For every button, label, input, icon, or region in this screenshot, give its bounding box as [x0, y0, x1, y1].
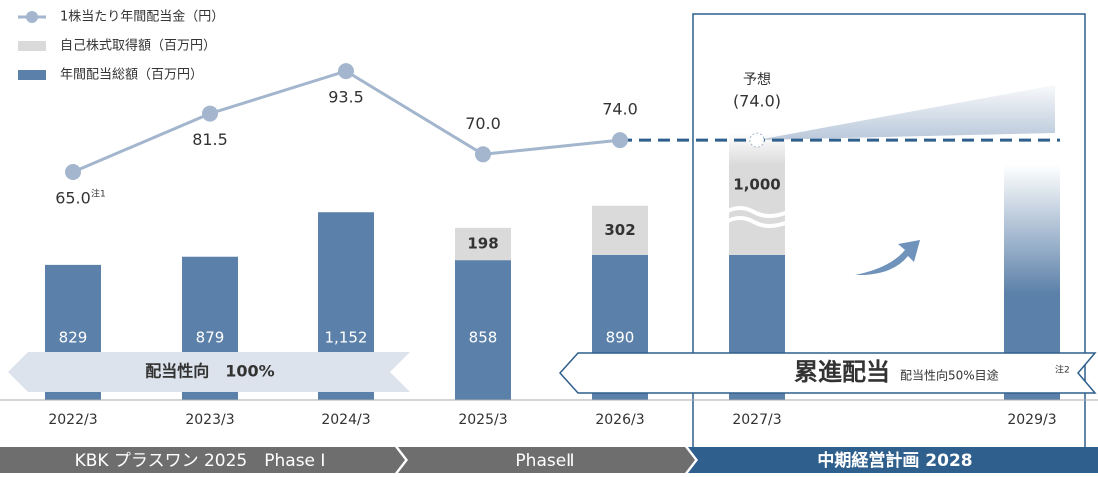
dps-label: (74.0) — [733, 92, 781, 111]
dps-marker — [65, 164, 81, 180]
x-tick-label: 2025/3 — [458, 412, 507, 428]
banner-right — [558, 352, 1097, 394]
dividend-label: 829 — [59, 329, 88, 347]
phase2-text: PhaseⅡ — [515, 451, 574, 471]
phase1-text: KBK プラスワン 2025 Phase Ⅰ — [75, 451, 326, 471]
note2: 注2 — [1055, 364, 1070, 376]
forecast-label: 予想 — [743, 72, 771, 88]
dps-label: 93.5 — [328, 88, 364, 107]
dividend-label: 890 — [606, 329, 635, 347]
x-tick-label: 2026/3 — [595, 412, 644, 428]
x-tick-label: 2027/3 — [732, 412, 781, 428]
legend-swatch — [18, 41, 46, 51]
growth-wedge — [757, 85, 1055, 140]
dps-marker — [475, 146, 491, 163]
legend-marker — [26, 11, 38, 23]
dps-marker — [612, 132, 628, 149]
dividend-label: 1,152 — [325, 329, 368, 347]
dps-marker — [338, 63, 354, 80]
dps-label: 81.5 — [192, 130, 228, 149]
dividend-label: 858 — [469, 329, 498, 347]
phase3-text: 中期経営計画 2028 — [817, 450, 972, 471]
legend-label: 年間配当総額（百万円） — [60, 68, 203, 83]
x-tick-label: 2024/3 — [321, 412, 370, 428]
buyback-label: 198 — [467, 235, 498, 253]
banner-left-text: 配当性向 100% — [145, 362, 274, 381]
legend-label: 自己株式取得額（百万円） — [60, 38, 216, 54]
legend-label: 1株当たり年間配当金（円） — [60, 9, 224, 25]
buyback-bar — [729, 91, 785, 255]
break-mark — [725, 206, 789, 228]
legend-swatch — [18, 70, 46, 80]
banner-right-sub: 配当性向50%目途 — [900, 368, 999, 383]
phase1 — [0, 447, 405, 473]
buyback-label: 302 — [604, 221, 635, 239]
phase2 — [398, 447, 695, 473]
note1: 注1 — [91, 188, 106, 200]
banner-left — [8, 352, 410, 392]
x-tick-label: 2029/3 — [1007, 412, 1056, 428]
dps-label: 70.0 — [465, 114, 501, 133]
banner-right-text: 累進配当 — [794, 358, 890, 386]
dps-marker — [202, 105, 218, 122]
dps-label: 74.0 — [602, 100, 638, 119]
dividend-bar — [455, 260, 511, 400]
phase3 — [688, 447, 1098, 473]
dps-marker — [749, 132, 765, 148]
buyback-label: 1,000 — [733, 176, 780, 194]
dps-line — [72, 69, 621, 174]
growth-arrow — [855, 240, 920, 276]
buyback-bar — [455, 227, 511, 261]
x-tick-label: 2023/3 — [185, 412, 234, 428]
dps-label: 65.0 — [55, 189, 91, 208]
dividend-label: 879 — [196, 329, 225, 347]
buyback-bar — [592, 205, 648, 255]
x-tick-label: 2022/3 — [48, 412, 97, 428]
